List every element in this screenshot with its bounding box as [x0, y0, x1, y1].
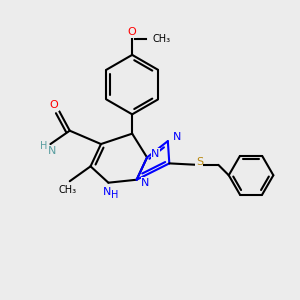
Text: CH₃: CH₃: [58, 185, 76, 195]
Text: O: O: [50, 100, 58, 110]
Text: N: N: [151, 149, 160, 159]
Text: H: H: [40, 141, 47, 152]
Text: N: N: [48, 146, 56, 156]
Text: S: S: [196, 158, 203, 167]
Text: CH₃: CH₃: [153, 34, 171, 44]
Text: H: H: [111, 190, 118, 200]
Text: N: N: [141, 178, 150, 188]
Text: O: O: [128, 27, 136, 37]
Text: N: N: [172, 132, 181, 142]
Text: N: N: [103, 187, 111, 197]
